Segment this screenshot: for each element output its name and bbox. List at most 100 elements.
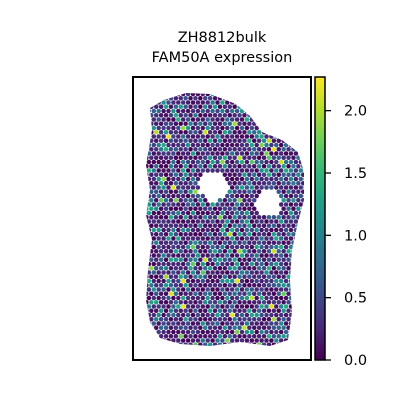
expression-spot (239, 159, 245, 165)
expression-spot (291, 113, 296, 118)
expression-spot (200, 134, 206, 139)
expression-spot (203, 206, 208, 211)
expression-spot (296, 266, 301, 271)
expression-spot (274, 159, 279, 165)
expression-spot (264, 168, 269, 173)
expression-spot (198, 138, 203, 143)
expression-spot (232, 266, 237, 271)
expression-spot (215, 261, 220, 267)
expression-spot (232, 181, 237, 186)
expression-spot (195, 278, 201, 284)
expression-spot (291, 181, 296, 186)
expression-spot (171, 193, 176, 199)
expression-spot (293, 329, 299, 335)
expression-spot (242, 104, 247, 109)
colorbar-tick-label: 1.0 (344, 228, 367, 244)
expression-spot (227, 308, 232, 313)
expression-spot (190, 338, 196, 343)
expression-spot (286, 283, 291, 288)
expression-spot (247, 198, 252, 203)
expression-spot (266, 121, 272, 126)
expression-spot (210, 278, 215, 284)
expression-spot (229, 125, 235, 131)
expression-spot (237, 240, 242, 245)
expression-spot (286, 155, 291, 160)
expression-spot (293, 168, 299, 173)
expression-spot (293, 151, 299, 156)
expression-spot (215, 202, 220, 207)
expression-spot (274, 134, 279, 139)
expression-spot (239, 219, 245, 224)
expression-spot (203, 104, 208, 109)
expression-spot (149, 113, 154, 118)
expression-spot (264, 100, 269, 105)
expression-spot (188, 308, 193, 313)
expression-spot (178, 104, 183, 109)
expression-spot (212, 240, 218, 245)
expression-spot (237, 130, 242, 135)
expression-spot (242, 189, 247, 194)
expression-spot (234, 151, 240, 156)
expression-spot (212, 334, 218, 339)
expression-spot (227, 291, 232, 296)
expression-spot (146, 308, 149, 313)
expression-spot (200, 261, 206, 267)
expression-spot (146, 219, 147, 224)
expression-spot (291, 317, 296, 322)
expression-spot (222, 308, 228, 313)
expression-spot (232, 274, 237, 279)
expression-spot (166, 304, 171, 309)
expression-spot (183, 164, 188, 169)
expression-spot (278, 93, 284, 97)
expression-spot (227, 232, 232, 237)
expression-spot (161, 321, 166, 326)
expression-spot (207, 300, 213, 305)
expression-spot (301, 96, 304, 101)
expression-spot (154, 198, 159, 203)
expression-spot (288, 236, 294, 241)
expression-spot (212, 300, 218, 305)
expression-spot (298, 287, 304, 292)
expression-spot (261, 121, 267, 126)
expression-spot (239, 210, 245, 216)
expression-spot (281, 249, 286, 254)
expression-spot (274, 93, 279, 97)
expression-spot (271, 181, 277, 186)
expression-spot (210, 142, 215, 148)
expression-spot (227, 283, 232, 288)
expression-spot (247, 308, 252, 313)
expression-spot (301, 257, 304, 262)
expression-spot (301, 223, 304, 228)
expression-spot (222, 274, 228, 279)
expression-spot (303, 193, 304, 199)
expression-spot (274, 185, 279, 190)
expression-spot (210, 295, 215, 301)
expression-spot (276, 300, 281, 305)
expression-spot (281, 223, 286, 228)
expression-spot (244, 100, 250, 105)
expression-spot (254, 176, 259, 182)
expression-spot (198, 130, 203, 135)
expression-spot (281, 198, 286, 203)
expression-spot (193, 232, 198, 237)
expression-spot (146, 176, 147, 182)
expression-spot (203, 215, 208, 220)
expression-spot (291, 240, 296, 245)
expression-spot (274, 270, 279, 275)
expression-spot (149, 291, 154, 296)
expression-spot (227, 164, 232, 169)
expression-spot (286, 121, 291, 126)
expression-spot (198, 121, 203, 126)
expression-spot (176, 93, 181, 97)
expression-spot (212, 130, 218, 135)
expression-spot (269, 338, 274, 343)
expression-spot (190, 185, 196, 190)
expression-spot (242, 232, 247, 237)
expression-spot (146, 261, 147, 267)
expression-spot (149, 121, 154, 126)
expression-spot (171, 151, 176, 156)
expression-spot (281, 96, 286, 101)
expression-spot (156, 236, 161, 241)
expression-spot (283, 176, 289, 182)
expression-spot (163, 198, 169, 203)
